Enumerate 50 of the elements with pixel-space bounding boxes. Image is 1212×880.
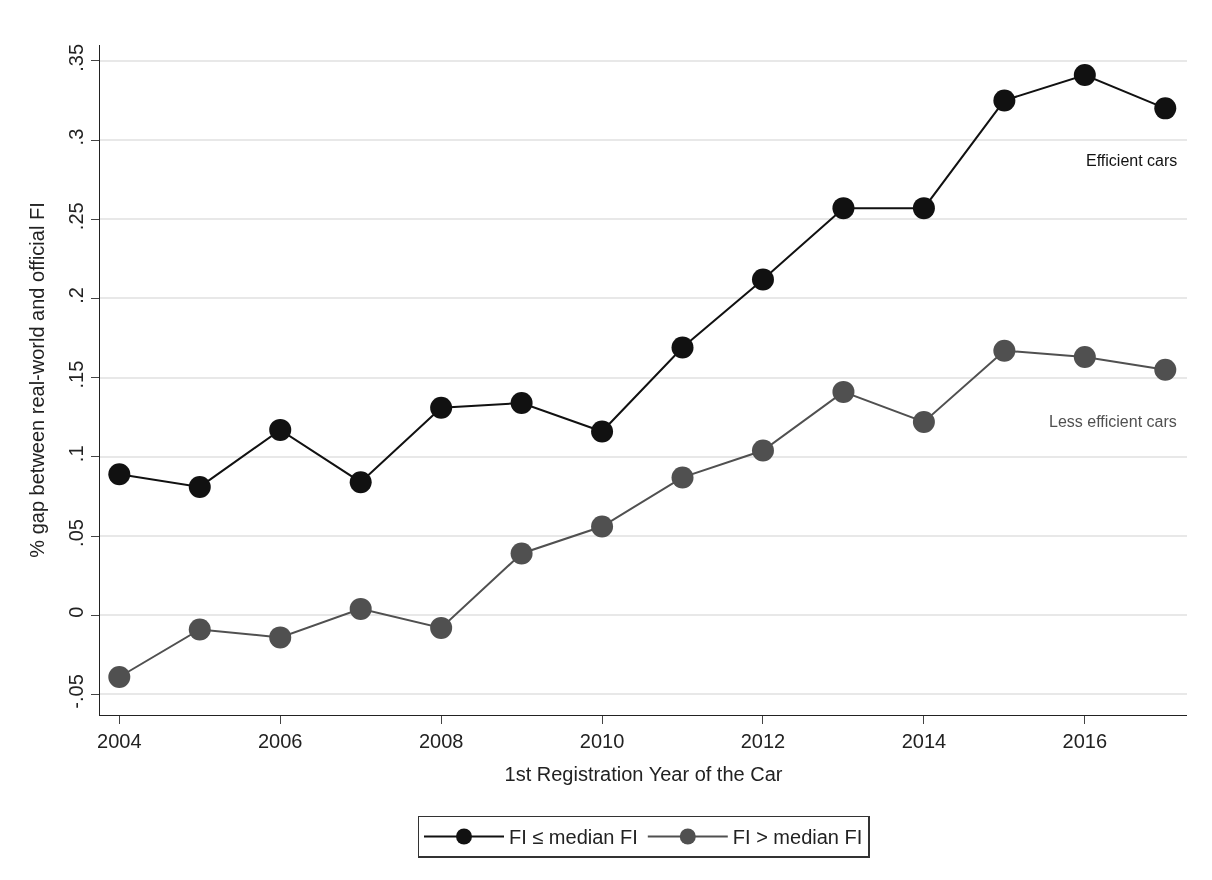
y-tick-label: .25 [65, 202, 87, 231]
y-tick-label: .1 [65, 445, 87, 463]
y-tick-label: .05 [65, 519, 87, 547]
x-tick-label: 2010 [579, 730, 625, 752]
point [912, 197, 935, 220]
point [591, 515, 614, 538]
legend-label: FI > median FI [732, 826, 863, 849]
point [510, 391, 533, 414]
point [1073, 346, 1096, 369]
point [108, 463, 131, 486]
point [591, 420, 614, 443]
annotation: Less efficient cars [1049, 413, 1177, 430]
point [993, 339, 1016, 362]
point [349, 597, 372, 620]
point [1154, 358, 1177, 381]
y-tick-label: .15 [65, 360, 87, 389]
x-tick-label: 2008 [418, 730, 464, 752]
x-tick-label: 2012 [740, 730, 786, 752]
x-tick-label: 2016 [1062, 730, 1108, 752]
point [751, 268, 774, 291]
point [671, 466, 694, 489]
point [430, 616, 453, 639]
y-tick-label: .3 [65, 128, 87, 146]
point [1154, 97, 1177, 120]
point [269, 626, 292, 649]
y-tick-label: 0 [65, 606, 87, 618]
x-tick-label: 2004 [97, 730, 142, 752]
point [751, 439, 774, 462]
point [832, 380, 855, 403]
point [993, 89, 1016, 112]
annotation: Efficient cars [1086, 152, 1178, 169]
x-tick-label: 2006 [257, 730, 303, 752]
point [430, 396, 453, 419]
point [188, 618, 211, 641]
y-tick-label: .35 [65, 43, 87, 72]
point [108, 665, 131, 688]
point [1073, 64, 1096, 87]
y-axis-title: % gap between real-world and official FI [25, 202, 48, 558]
x-tick-label: 2014 [901, 730, 947, 752]
legend-label: FI ≤ median FI [509, 826, 638, 849]
point [188, 475, 211, 498]
y-tick-label: -.05 [65, 674, 87, 709]
point [269, 418, 292, 441]
point [510, 542, 533, 565]
x-axis-title: 1st Registration Year of the Car [504, 762, 783, 785]
point [912, 410, 935, 433]
point [349, 471, 372, 494]
y-tick-label: .2 [65, 287, 87, 304]
point [671, 336, 694, 359]
point [832, 197, 855, 220]
